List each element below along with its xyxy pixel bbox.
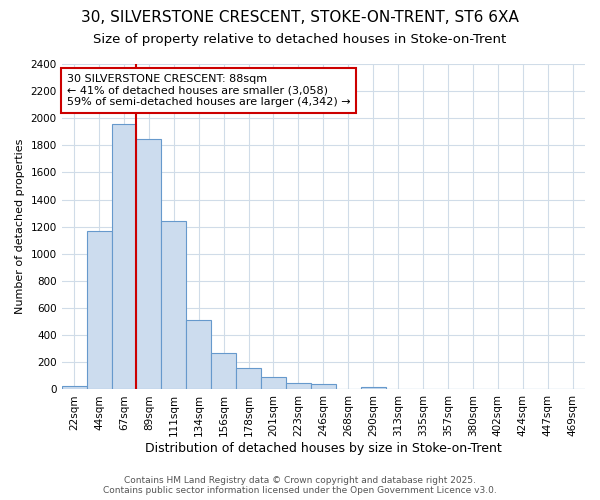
Text: 30, SILVERSTONE CRESCENT, STOKE-ON-TRENT, ST6 6XA: 30, SILVERSTONE CRESCENT, STOKE-ON-TRENT… [81,10,519,25]
Bar [261,378,286,390]
Bar [286,382,311,390]
Y-axis label: Number of detached properties: Number of detached properties [15,139,25,314]
Bar [311,384,336,390]
Text: 30 SILVERSTONE CRESCENT: 88sqm
← 41% of detached houses are smaller (3,058)
59% : 30 SILVERSTONE CRESCENT: 88sqm ← 41% of … [67,74,350,107]
X-axis label: Distribution of detached houses by size in Stoke-on-Trent: Distribution of detached houses by size … [145,442,502,455]
Text: Contains HM Land Registry data © Crown copyright and database right 2025.: Contains HM Land Registry data © Crown c… [124,476,476,485]
Text: Contains public sector information licensed under the Open Government Licence v3: Contains public sector information licen… [103,486,497,495]
Bar [161,222,186,390]
Text: Size of property relative to detached houses in Stoke-on-Trent: Size of property relative to detached ho… [94,32,506,46]
Bar [560,389,585,390]
Bar [336,389,361,390]
Bar [86,231,112,390]
Bar [62,386,86,390]
Bar [112,124,136,390]
Bar [361,388,386,390]
Bar [236,368,261,390]
Bar [186,320,211,390]
Bar [136,138,161,390]
Bar [211,353,236,390]
Bar [386,389,410,390]
